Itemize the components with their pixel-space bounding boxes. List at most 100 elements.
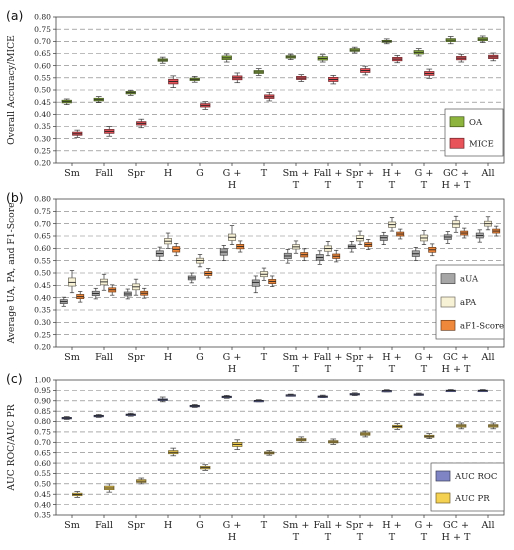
- x-tick-label-line: T: [293, 364, 300, 375]
- x-tick-label-line: All: [480, 352, 494, 363]
- x-tick-label-line: T: [389, 364, 396, 375]
- x-tick-label-line: Spr +: [346, 168, 374, 179]
- x-tick-label-line: Sm: [64, 352, 80, 363]
- y-tick-label: 0.40: [34, 500, 51, 509]
- y-tick-label: 0.80: [34, 417, 51, 426]
- y-tick-label: 0.55: [34, 74, 51, 83]
- x-tick-label-line: T: [357, 180, 364, 191]
- legend-label: aUA: [460, 275, 479, 285]
- x-tick-label: Spr: [127, 520, 145, 531]
- y-tick-label: 0.50: [34, 480, 51, 489]
- x-tick-label-line: Fall +: [314, 520, 343, 531]
- y-tick-label: 0.65: [34, 49, 51, 58]
- x-tick-label-line: H + T: [442, 532, 472, 543]
- x-tick-label: G + T: [415, 520, 434, 543]
- x-tick-label-line: All: [480, 520, 494, 531]
- x-tick-label: All: [480, 520, 494, 531]
- x-tick-label: All: [480, 352, 494, 363]
- y-tick-label: 0.75: [34, 207, 51, 216]
- x-tick-label-line: G: [196, 520, 204, 531]
- panel-label: (c): [6, 371, 23, 386]
- x-tick-label-line: G: [196, 168, 204, 179]
- x-tick-label-line: T: [389, 532, 396, 543]
- x-tick-label-line: Fall: [95, 352, 113, 363]
- x-tick-label-line: Spr +: [346, 520, 374, 531]
- y-tick-label: 0.25: [34, 147, 51, 156]
- x-tick-label: Fall + T: [314, 168, 343, 191]
- y-tick-label: 0.80: [34, 13, 51, 22]
- y-tick-label: 0.65: [34, 448, 51, 457]
- y-tick-label: 0.85: [34, 407, 51, 416]
- x-tick-label: Spr + T: [346, 352, 374, 375]
- y-tick-label: 0.35: [34, 122, 51, 131]
- y-axis-label: AUC ROC/AUC PR: [6, 403, 17, 491]
- y-axis-label: Overall Accuracy/MICE: [6, 35, 17, 145]
- x-tick-label: G: [196, 352, 204, 363]
- x-tick-label-line: H + T: [442, 364, 472, 375]
- x-tick-label: Fall: [95, 352, 113, 363]
- x-tick-label: G + H: [223, 520, 242, 543]
- y-tick-label: 0.95: [34, 386, 51, 395]
- x-tick-label-line: H: [164, 352, 172, 363]
- y-tick-label: 1.00: [34, 376, 51, 385]
- x-tick-label: Spr: [127, 168, 145, 179]
- x-tick-label-line: T: [421, 364, 428, 375]
- panel-label: (a): [6, 8, 23, 23]
- x-tick-label: Sm: [64, 352, 80, 363]
- x-tick-label: GC + H + T: [442, 352, 472, 375]
- x-tick-label-line: Spr: [127, 168, 145, 179]
- x-tick-label: Sm: [64, 168, 80, 179]
- y-tick-label: 0.45: [34, 281, 51, 290]
- x-tick-label-line: Sm: [64, 168, 80, 179]
- x-tick-label-line: GC +: [443, 168, 469, 179]
- y-tick-label: 0.55: [34, 256, 51, 265]
- y-tick-label: 0.70: [34, 438, 51, 447]
- y-tick-label: 0.60: [34, 61, 51, 70]
- legend-label: OA: [469, 118, 483, 128]
- plot-frame: [55, 16, 505, 164]
- x-tick-label-line: Sm +: [283, 168, 310, 179]
- x-tick-label-line: T: [325, 180, 332, 191]
- x-tick-label: Sm: [64, 520, 80, 531]
- x-tick-label-line: GC +: [443, 352, 469, 363]
- x-tick-label-line: H: [228, 180, 236, 191]
- y-tick-label: 0.90: [34, 396, 51, 405]
- y-tick-label: 0.50: [34, 86, 51, 95]
- y-tick-label: 0.55: [34, 469, 51, 478]
- x-tick-label-line: All: [480, 168, 494, 179]
- y-tick-label: 0.75: [34, 428, 51, 437]
- legend-swatch: [435, 470, 451, 482]
- panel-2: 0.20 0.25 0.30 0.35 0.40 0.45 0.50 0.55 0.60 0.65…: [6, 190, 505, 375]
- x-tick-label: GC + H + T: [442, 520, 472, 543]
- x-tick-label-line: H +: [382, 352, 401, 363]
- x-tick-label-line: T: [261, 168, 268, 179]
- legend-label: AUC PR: [454, 494, 490, 504]
- x-tick-label: Spr + T: [346, 168, 374, 191]
- y-tick-label: 0.45: [34, 98, 51, 107]
- x-tick-label: Fall + T: [314, 352, 343, 375]
- x-tick-label-line: T: [261, 352, 268, 363]
- legend-label: MICE: [469, 139, 494, 149]
- x-tick-label: H: [164, 168, 172, 179]
- x-tick-label-line: H: [164, 520, 172, 531]
- x-tick-label: H + T: [382, 168, 401, 191]
- panel-3: 0.35 0.400.450.50 0.550.60 0.650.700.75 0.80…: [6, 371, 505, 543]
- x-tick-label-line: Fall +: [314, 352, 343, 363]
- legend-swatch: [440, 319, 456, 331]
- x-tick-label-line: Fall +: [314, 168, 343, 179]
- legend-swatch: [449, 116, 465, 128]
- legend-swatch: [435, 492, 451, 504]
- x-tick-label-line: Spr: [127, 352, 145, 363]
- y-tick-label: 0.60: [34, 459, 51, 468]
- y-tick-label: 0.50: [34, 269, 51, 278]
- x-tick-label: G: [196, 520, 204, 531]
- y-tick-label: 0.40: [34, 293, 51, 302]
- x-tick-label: GC + H + T: [442, 168, 472, 191]
- x-tick-label: Sm + T: [283, 352, 310, 375]
- x-tick-label-line: T: [357, 532, 364, 543]
- x-tick-label: Fall: [95, 168, 113, 179]
- panel-1: 0.20 0.25 0.30 0.35 0.40 0.45 0.50 0.55 0.60 0.65…: [6, 8, 505, 191]
- x-tick-label: H: [164, 352, 172, 363]
- x-tick-label: Fall: [95, 520, 113, 531]
